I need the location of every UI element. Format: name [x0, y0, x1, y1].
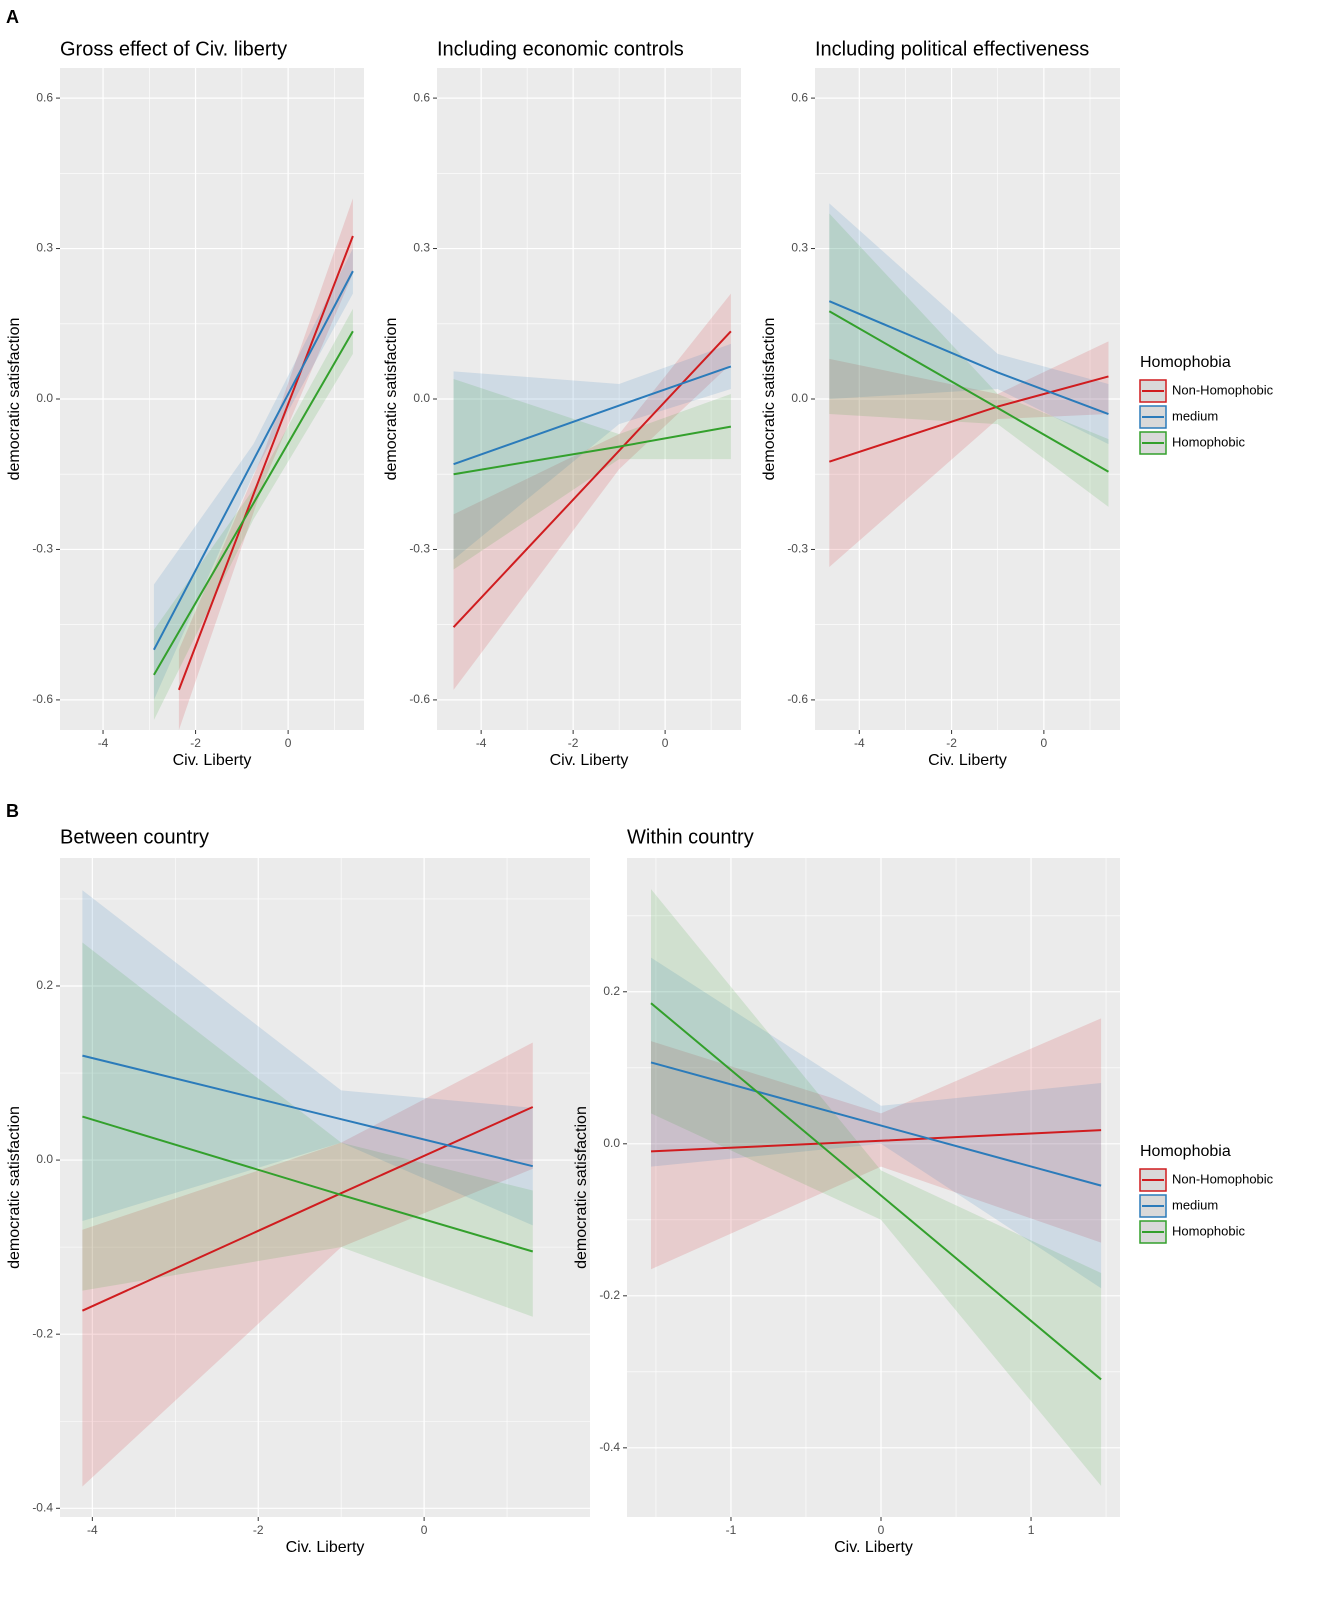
legend-label: medium [1172, 408, 1218, 423]
x-axis-label: Civ. Liberty [286, 1539, 365, 1556]
panel-label: A [6, 7, 19, 27]
plot-background [60, 858, 590, 1517]
y-tick-label: 0.2 [603, 984, 620, 998]
y-axis-label: democratic satisfaction [6, 1106, 23, 1269]
y-axis-label: democratic satisfaction [6, 318, 23, 481]
x-tick-label: 0 [1041, 736, 1048, 750]
y-tick-label: 0.3 [791, 241, 808, 255]
y-tick-label: 0.0 [603, 1136, 620, 1150]
confidence-band [153, 308, 353, 720]
confidence-band [829, 341, 1109, 568]
series-line [828, 310, 1109, 473]
y-tick-label: -0.3 [787, 542, 808, 556]
legend-title: Homophobia [1140, 354, 1231, 371]
confidence-band [829, 203, 1109, 445]
y-tick-label: 0.6 [413, 90, 430, 104]
confidence-band [651, 957, 1102, 1289]
confidence-band [453, 293, 731, 690]
y-tick-label: 0.6 [791, 90, 808, 104]
chart-title: Gross effect of Civ. liberty [60, 38, 287, 60]
x-axis-label: Civ. Liberty [550, 752, 629, 769]
series-line [828, 375, 1109, 463]
series-line [153, 270, 354, 651]
y-tick-label: 0.0 [36, 1152, 53, 1166]
legend-label: medium [1172, 1197, 1218, 1212]
x-tick-label: -2 [190, 736, 201, 750]
series-line [650, 1061, 1102, 1187]
y-tick-label: -0.4 [599, 1440, 620, 1454]
y-tick-label: -0.3 [409, 542, 430, 556]
y-tick-label: 0.2 [36, 978, 53, 992]
legend-label: Non-Homophobic [1172, 382, 1274, 397]
panel-label: B [6, 801, 19, 821]
series-line [153, 330, 354, 676]
confidence-band [651, 1018, 1102, 1270]
x-tick-label: -2 [568, 736, 579, 750]
series-line [650, 1129, 1102, 1153]
legend-label: Non-Homophobic [1172, 1171, 1274, 1186]
confidence-band [651, 889, 1102, 1486]
x-tick-label: 0 [285, 736, 292, 750]
chart-title: Between country [60, 826, 209, 848]
series-line [453, 365, 732, 466]
y-tick-label: -0.6 [32, 692, 53, 706]
x-axis-label: Civ. Liberty [173, 752, 252, 769]
legend-label: Homophobic [1172, 1223, 1245, 1238]
series-line [177, 235, 354, 691]
legend-label: Homophobic [1172, 434, 1245, 449]
y-tick-label: 0.6 [36, 90, 53, 104]
series-line [453, 425, 732, 476]
y-tick-label: -0.3 [32, 542, 53, 556]
series-line [82, 1054, 534, 1168]
y-tick-label: -0.6 [787, 692, 808, 706]
x-axis-label: Civ. Liberty [928, 752, 1007, 769]
y-tick-label: -0.2 [32, 1326, 53, 1340]
series-line [650, 1002, 1102, 1381]
confidence-band [153, 248, 353, 700]
y-tick-label: -0.4 [32, 1500, 53, 1514]
x-tick-label: -4 [87, 1523, 98, 1537]
x-tick-label: -4 [854, 736, 865, 750]
y-axis-label: democratic satisfaction [573, 1106, 590, 1269]
series-line [82, 1115, 534, 1253]
confidence-band [453, 343, 731, 560]
series-line [828, 300, 1109, 415]
y-tick-label: 0.0 [36, 391, 53, 405]
chart-title: Including political effectiveness [815, 38, 1089, 60]
series-line [81, 1106, 534, 1312]
confidence-band [829, 213, 1109, 507]
y-axis-label: democratic satisfaction [383, 318, 400, 481]
y-axis-label: democratic satisfaction [761, 318, 778, 481]
legend-title: Homophobia [1140, 1143, 1231, 1160]
x-tick-label: -1 [726, 1523, 737, 1537]
chart-title: Including economic controls [437, 38, 684, 60]
x-tick-label: -4 [98, 736, 109, 750]
x-axis-label: Civ. Liberty [834, 1539, 913, 1556]
x-tick-label: -2 [253, 1523, 264, 1537]
confidence-band [453, 378, 731, 570]
series-line [452, 330, 732, 628]
x-tick-label: -4 [476, 736, 487, 750]
y-tick-label: -0.2 [599, 1288, 620, 1302]
y-tick-label: 0.3 [36, 241, 53, 255]
x-tick-label: 0 [878, 1523, 885, 1537]
confidence-band [82, 890, 533, 1226]
x-tick-label: -2 [946, 736, 957, 750]
y-tick-label: 0.3 [413, 241, 430, 255]
y-tick-label: 0.0 [791, 391, 808, 405]
confidence-band [82, 1042, 533, 1487]
plot-background [627, 858, 1120, 1517]
x-tick-label: 1 [1028, 1523, 1035, 1537]
x-tick-label: 0 [421, 1523, 428, 1537]
confidence-band [82, 942, 533, 1317]
y-tick-label: 0.0 [413, 391, 430, 405]
y-tick-label: -0.6 [409, 692, 430, 706]
x-tick-label: 0 [662, 736, 669, 750]
chart-title: Within country [627, 826, 754, 848]
